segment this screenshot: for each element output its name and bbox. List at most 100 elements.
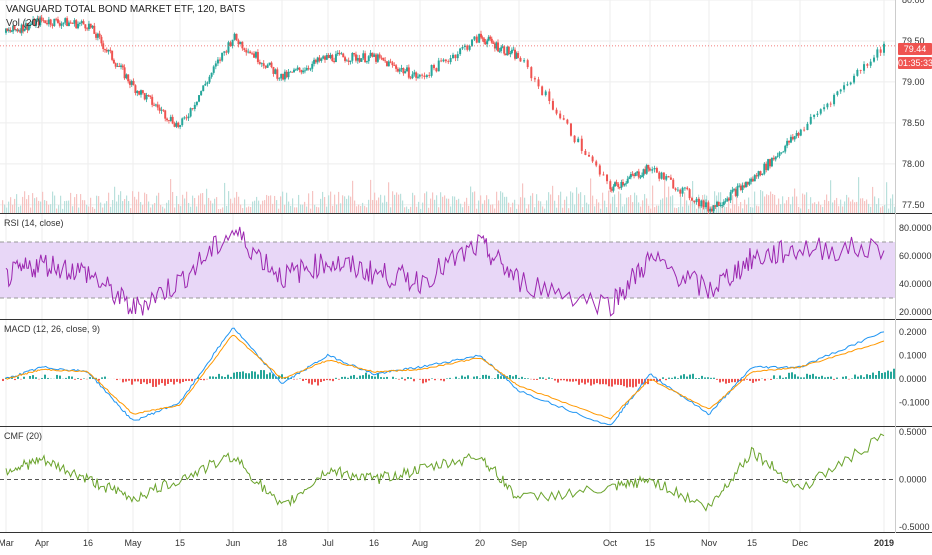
candle-body bbox=[131, 81, 133, 85]
volume-bar bbox=[670, 196, 671, 213]
volume-bar bbox=[888, 209, 889, 213]
macd-histogram-bar bbox=[167, 379, 169, 384]
x-tick-label: 16 bbox=[83, 538, 93, 548]
volume-bar bbox=[472, 192, 473, 213]
candle-body bbox=[221, 53, 223, 61]
volume-bar bbox=[554, 201, 555, 213]
volume-bar bbox=[404, 207, 405, 213]
volume-bar bbox=[538, 201, 539, 213]
candle-body bbox=[519, 58, 521, 61]
macd-histogram-bar bbox=[851, 378, 853, 379]
candle-body bbox=[435, 68, 437, 71]
macd-histogram-bar bbox=[875, 375, 877, 379]
macd-histogram-bar bbox=[611, 379, 613, 387]
candle-body bbox=[44, 20, 46, 23]
volume-bar bbox=[30, 208, 31, 213]
candle-body bbox=[509, 53, 511, 54]
macd-histogram-bar bbox=[179, 379, 181, 384]
candle-body bbox=[70, 23, 72, 24]
macd-histogram-bar bbox=[815, 376, 817, 379]
candle-body bbox=[775, 157, 777, 160]
candle-body bbox=[860, 70, 862, 71]
macd-histogram-bar bbox=[308, 379, 310, 383]
volume-bar bbox=[640, 207, 641, 213]
candle-body bbox=[138, 91, 140, 95]
candle-body bbox=[95, 34, 97, 38]
y-tick-label-price: 79.00 bbox=[902, 77, 925, 87]
volume-bar bbox=[152, 204, 153, 213]
macd-histogram-bar bbox=[245, 373, 247, 379]
macd-histogram-bar bbox=[605, 379, 607, 384]
candle-body bbox=[638, 171, 640, 177]
candle-body bbox=[780, 152, 782, 153]
volume-bar bbox=[810, 197, 811, 213]
candle-body bbox=[700, 201, 702, 207]
candle-body bbox=[649, 169, 651, 171]
volume-bar bbox=[284, 205, 285, 213]
candle-body bbox=[329, 55, 331, 58]
volume-bar bbox=[358, 205, 359, 213]
candle-body bbox=[552, 101, 554, 110]
candle-body bbox=[747, 182, 749, 185]
candle-body bbox=[433, 65, 435, 68]
x-tick-label: Apr bbox=[35, 538, 49, 548]
y-tick-label-price: 77.50 bbox=[902, 200, 925, 210]
volume-bar bbox=[200, 193, 201, 213]
volume-bar bbox=[658, 206, 659, 213]
candle-body bbox=[368, 56, 370, 61]
candle-body bbox=[503, 46, 505, 53]
candle-body bbox=[830, 104, 832, 105]
volume-bar bbox=[298, 195, 299, 213]
macd-histogram-bar bbox=[170, 379, 172, 382]
candle-body bbox=[339, 53, 341, 54]
macd-histogram-bar bbox=[830, 377, 832, 379]
volume-bar bbox=[416, 207, 417, 213]
candle-body bbox=[360, 58, 362, 61]
candle-body bbox=[786, 141, 788, 146]
macd-histogram-bar bbox=[527, 378, 529, 379]
volume-bar bbox=[442, 197, 443, 213]
volume-bar bbox=[610, 204, 611, 213]
macd-histogram-bar bbox=[407, 377, 409, 379]
macd-histogram-bar bbox=[386, 377, 388, 379]
macd-histogram-bar bbox=[221, 376, 223, 379]
volume-bar bbox=[632, 202, 633, 213]
volume-bar bbox=[344, 196, 345, 213]
y-tick-label-rsi: 60.0000 bbox=[899, 251, 932, 261]
volume-bar bbox=[514, 200, 515, 213]
macd-histogram-bar bbox=[755, 379, 757, 381]
volume-bar bbox=[494, 209, 495, 213]
candle-body bbox=[90, 24, 92, 28]
candle-body bbox=[798, 133, 800, 136]
candle-body bbox=[577, 139, 579, 142]
candle-body bbox=[166, 119, 168, 121]
candle-body bbox=[196, 102, 198, 105]
candle-body bbox=[134, 85, 136, 93]
macd-histogram-bar bbox=[254, 372, 256, 379]
volume-bar bbox=[634, 193, 635, 213]
macd-histogram-bar bbox=[74, 379, 76, 380]
candle-body bbox=[856, 70, 858, 76]
macd-histogram-bar bbox=[326, 379, 328, 380]
volume-bar bbox=[796, 196, 797, 213]
macd-histogram-bar bbox=[128, 379, 130, 381]
candle-body bbox=[476, 37, 478, 43]
candle-body bbox=[140, 90, 142, 94]
candle-body bbox=[675, 188, 677, 189]
volume-bar bbox=[222, 207, 223, 213]
macd-histogram-bar bbox=[227, 375, 229, 379]
volume-bar bbox=[62, 209, 63, 213]
volume-bar bbox=[204, 205, 205, 213]
candle-body bbox=[72, 23, 74, 24]
candle-body bbox=[483, 39, 485, 43]
volume-bar bbox=[302, 205, 303, 213]
volume-bar bbox=[590, 178, 591, 213]
candle-body bbox=[326, 55, 328, 60]
macd-histogram-bar bbox=[188, 379, 190, 381]
candle-body bbox=[813, 115, 815, 117]
volume-bar bbox=[292, 198, 293, 213]
macd-histogram-bar bbox=[347, 378, 349, 379]
volume-bar bbox=[576, 187, 577, 213]
volume-bar bbox=[754, 192, 755, 213]
macd-histogram-bar bbox=[176, 379, 178, 382]
